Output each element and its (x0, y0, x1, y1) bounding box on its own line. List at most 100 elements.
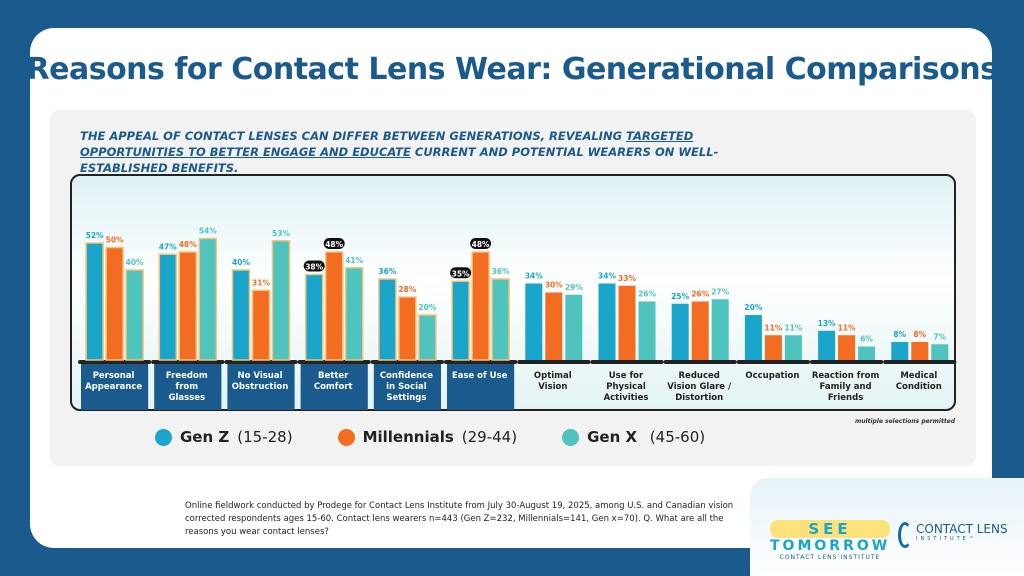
bar (598, 283, 616, 360)
value-label: 11% (764, 323, 782, 332)
subtitle-text: THE APPEAL OF CONTACT LENSES CAN DIFFER … (80, 129, 627, 143)
bar (545, 292, 563, 360)
value-label: 40% (126, 258, 144, 267)
category-label: Vision Glare / (667, 382, 732, 392)
bar (231, 269, 251, 361)
baseline (517, 360, 591, 364)
bar (525, 283, 543, 360)
category-label: Optimal (534, 371, 572, 381)
bar (838, 335, 856, 360)
category-label: from (176, 382, 199, 392)
baseline (444, 360, 518, 364)
bar (764, 335, 782, 360)
category-label: Activities (604, 393, 649, 403)
legend-label: Gen X (587, 428, 638, 446)
bar (418, 314, 437, 361)
subtitle: THE APPEAL OF CONTACT LENSES CAN DIFFER … (80, 128, 760, 176)
bar (818, 330, 836, 360)
value-label: 31% (252, 278, 270, 287)
value-label-badge (323, 238, 345, 249)
value-label: 29% (565, 283, 583, 292)
legend-range: (45-60) (645, 428, 706, 446)
bar (304, 273, 324, 361)
value-label-badge (303, 260, 325, 272)
value-label: 7% (933, 332, 946, 341)
category-label: Better (318, 371, 349, 381)
contact-lens-institute-logo: CONTACT LENS INSTITUTE™ (898, 522, 1008, 548)
value-label: 36% (492, 267, 510, 276)
value-label: 34% (598, 272, 616, 281)
category-label-box (373, 362, 441, 410)
bar (618, 285, 636, 360)
value-label: 52% (86, 231, 104, 240)
bar (671, 303, 689, 360)
value-label: 41% (345, 256, 363, 265)
category-label: in Social (386, 382, 427, 392)
value-label: 11% (838, 323, 856, 332)
subtitle-text-end: CURRENT AND POTENTIAL WEARERS ON WELL-ES… (80, 145, 719, 175)
bar (638, 301, 656, 360)
baseline (297, 360, 371, 364)
category-label: Ease of Use (452, 371, 508, 381)
category-label: Personal (93, 371, 135, 381)
legend-dot (337, 428, 355, 446)
value-label-badge (450, 267, 472, 279)
footnote: Online fieldwork conducted by Prodege fo… (185, 501, 734, 537)
bar (125, 269, 144, 361)
baseline (78, 360, 152, 364)
category-label: Freedom (166, 371, 208, 381)
category-label: Vision (538, 382, 567, 392)
value-label: 28% (398, 285, 416, 294)
legend-item-genx: Gen X (45-60) (562, 428, 705, 446)
legend-item-millennials: Millennials (29-44) (337, 428, 518, 446)
category-label: Friends (828, 393, 863, 403)
category-label: Family and (820, 382, 872, 392)
value-label: 8% (913, 330, 926, 339)
logo-text: INSTITUTE™ (916, 536, 977, 542)
logo-text: CONTACT LENS INSTITUTE (779, 554, 881, 561)
category-label: Confidence (380, 371, 433, 381)
category-label-box (154, 362, 222, 410)
value-label: 48% (325, 240, 343, 249)
value-label: 26% (691, 290, 709, 299)
value-label: 47% (159, 242, 177, 251)
value-label: 48% (472, 240, 490, 249)
lens-icon (898, 522, 912, 548)
legend-dot (155, 428, 172, 446)
value-label: 50% (106, 236, 124, 245)
bar (565, 294, 583, 360)
category-label-box (81, 362, 149, 410)
bar (784, 335, 802, 360)
baseline (590, 360, 664, 364)
value-label: 35% (452, 269, 470, 278)
legend-label: Gen Z (180, 428, 230, 446)
value-label: 13% (818, 319, 836, 328)
legend-range: (29-44) (461, 428, 518, 446)
bar (471, 251, 490, 361)
bar (858, 346, 876, 360)
category-label: Reaction from (812, 371, 880, 381)
category-label: Use for (609, 371, 644, 381)
legend-item-genz: Gen Z (15-28) (155, 428, 293, 446)
category-label: Appearance (85, 382, 142, 392)
baseline (224, 360, 298, 364)
value-label: 54% (199, 227, 217, 236)
category-label: Physical (606, 382, 646, 392)
bar (744, 315, 762, 360)
category-label: Comfort (314, 382, 353, 392)
category-label: Reduced (679, 371, 720, 381)
note: multiple selections permitted (855, 418, 956, 425)
value-label: 11% (784, 323, 802, 332)
bar (911, 342, 929, 360)
value-label: 40% (232, 258, 250, 267)
bar (891, 342, 909, 360)
bar (491, 278, 510, 361)
bar (158, 253, 178, 361)
category-label: Medical (900, 371, 937, 381)
value-label: 20% (418, 303, 436, 312)
page-title: Reasons for Contact Lens Wear: Generatio… (26, 52, 998, 87)
category-label: Occupation (745, 371, 799, 381)
value-label: 25% (671, 292, 689, 301)
bar (251, 289, 271, 361)
